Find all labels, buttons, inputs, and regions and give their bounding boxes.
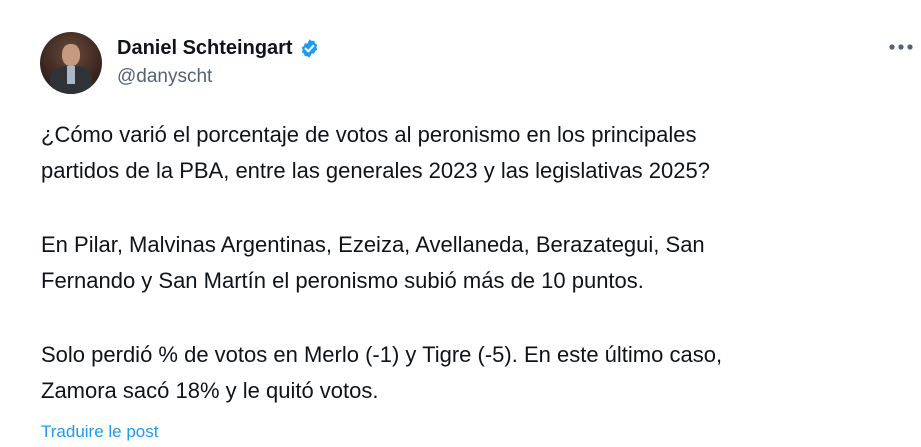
verified-badge-icon — [301, 38, 317, 58]
avatar[interactable] — [40, 32, 102, 94]
tweet-paragraph: ¿Cómo varió el porcentaje de votos al pe… — [41, 122, 710, 183]
tweet-paragraph: En Pilar, Malvinas Argentinas, Ezeiza, A… — [41, 232, 705, 293]
avatar-figure-head — [62, 44, 80, 66]
more-horizontal-icon[interactable] — [888, 42, 916, 52]
author-name-row[interactable]: Daniel Schteingart — [117, 36, 320, 60]
translate-post-link[interactable]: Traduire le post — [41, 422, 159, 441]
author-name[interactable]: Daniel Schteingart — [117, 37, 293, 59]
author-handle[interactable]: @danyscht — [117, 66, 213, 87]
avatar-figure-shirt — [67, 66, 75, 84]
tweet-paragraph: Solo perdió % de votos en Merlo (-1) y T… — [41, 342, 723, 403]
